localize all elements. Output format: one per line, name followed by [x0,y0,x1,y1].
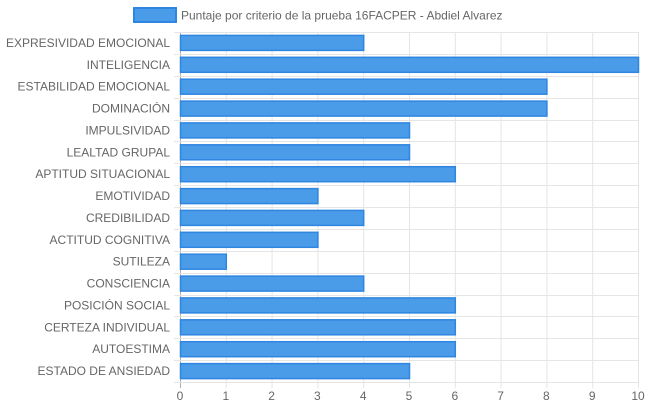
y-tick-label: INTELIGENCIA [87,58,170,72]
bar[interactable] [179,144,411,161]
x-tick-label: 5 [406,389,413,403]
y-tick-label: ACTITUD COGNITIVA [50,233,170,247]
y-tick-label: IMPULSIVIDAD [85,123,170,137]
bar[interactable] [179,187,319,205]
bar[interactable] [179,78,548,95]
y-tick-label: AUTOESTIMA [92,342,170,356]
bar[interactable] [179,122,411,139]
x-tick-label: 6 [451,389,458,403]
x-tick-label: 7 [497,389,504,403]
bar[interactable] [179,340,457,358]
bar[interactable] [179,319,457,336]
x-tick-label: 4 [360,389,367,403]
y-tick-label: EMOTIVIDAD [95,189,170,203]
x-tick-label: 3 [314,389,321,403]
bar[interactable] [179,275,365,292]
x-tick-label: 2 [268,389,275,403]
x-tick-label: 8 [543,389,550,403]
x-tick-label: 1 [222,389,229,403]
y-axis-labels: EXPRESIVIDAD EMOCIONAL INTELIGENCIA ESTABI… [6,36,170,378]
x-tick-label: 10 [631,389,645,403]
y-tick-label: CREDIBILIDAD [86,211,170,225]
bars [179,34,640,380]
y-tick-label: CONSCIENCIA [87,277,170,291]
bar[interactable] [179,34,365,52]
y-tick-label: ESTABILIDAD EMOCIONAL [18,80,171,94]
bar[interactable] [179,56,640,74]
bar[interactable] [179,253,228,270]
bar[interactable] [179,100,548,117]
bar[interactable] [179,165,457,183]
bar[interactable] [179,362,411,380]
x-axis-labels: 0 1 2 3 4 5 6 7 8 9 10 [177,389,645,403]
x-tick-label: 9 [589,389,596,403]
y-tick-label: SUTILEZA [113,255,170,269]
y-tick-label: ESTADO DE ANSIEDAD [38,364,171,378]
y-tick-label: EXPRESIVIDAD EMOCIONAL [6,36,170,50]
legend-swatch[interactable] [133,7,177,23]
bar[interactable] [179,209,365,227]
bar[interactable] [179,297,457,314]
legend[interactable]: Puntaje por criterio de la prueba 16FACP… [133,7,503,23]
y-tick-label: CERTEZA INDIVIDUAL [44,320,170,334]
y-tick-label: LEALTAD GRUPAL [67,145,171,159]
y-tick-label: APTITUD SITUACIONAL [35,167,170,181]
x-tick-label: 0 [177,389,184,403]
legend-label[interactable]: Puntaje por criterio de la prueba 16FACP… [181,9,503,23]
bar[interactable] [179,231,319,249]
y-tick-label: POSICIÓN SOCIAL [64,297,170,312]
y-tick-label: DOMINACIÓN [92,101,170,116]
